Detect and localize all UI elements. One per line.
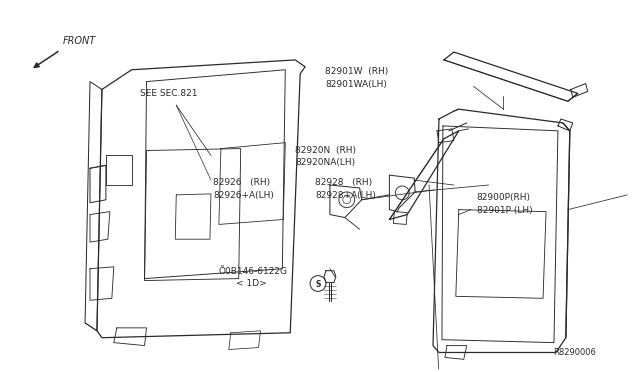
Text: 82926   (RH): 82926 (RH) (213, 178, 270, 187)
Text: 82928+A(LH): 82928+A(LH) (315, 191, 376, 200)
Text: 82901W  (RH): 82901W (RH) (325, 67, 388, 76)
Text: 82901WA(LH): 82901WA(LH) (325, 80, 387, 89)
Text: 82928   (RH): 82928 (RH) (315, 178, 372, 187)
Text: 82920N  (RH): 82920N (RH) (295, 145, 356, 154)
Text: Õ0B146-6122G: Õ0B146-6122G (219, 267, 288, 276)
Text: S: S (316, 280, 321, 289)
Text: 82901P (LH): 82901P (LH) (477, 206, 532, 215)
Text: SEE SEC.821: SEE SEC.821 (140, 89, 197, 98)
Text: FRONT: FRONT (62, 36, 95, 46)
Text: < 1D>: < 1D> (236, 279, 266, 288)
Text: 82926+A(LH): 82926+A(LH) (213, 191, 274, 200)
Text: R8290006: R8290006 (553, 349, 596, 357)
Text: 82920NA(LH): 82920NA(LH) (295, 158, 355, 167)
Text: 82900P(RH): 82900P(RH) (477, 193, 531, 202)
